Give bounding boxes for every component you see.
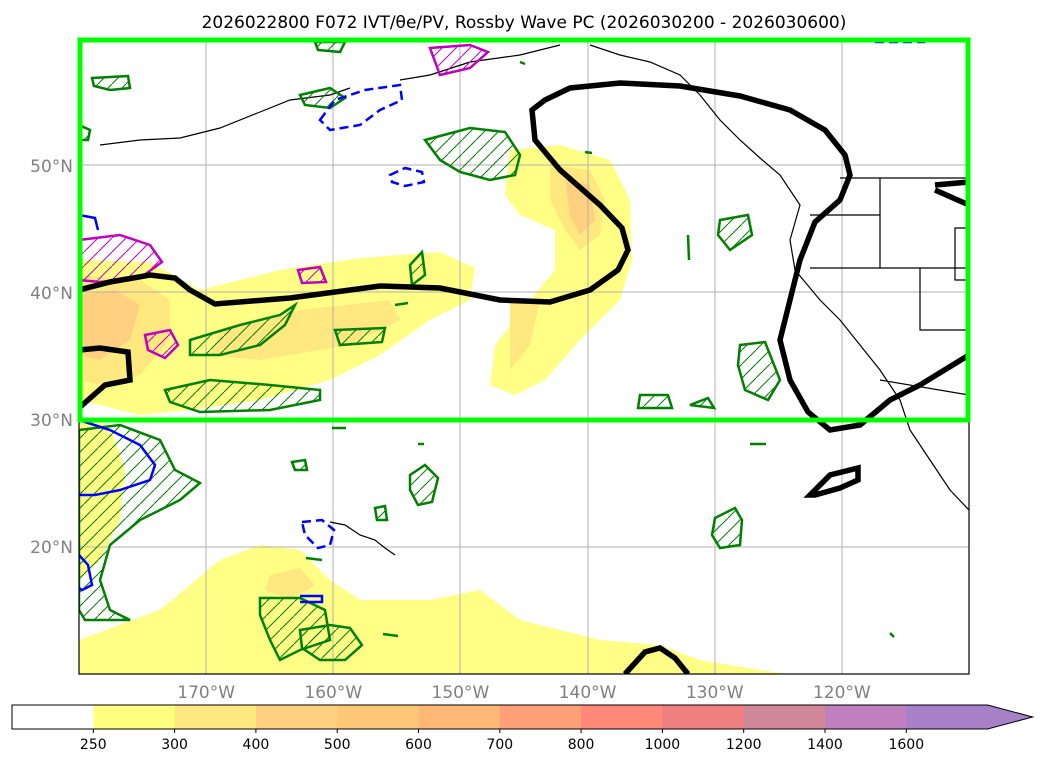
lon-label: 160°W: [304, 683, 362, 703]
colorbar-level-label: 300: [161, 737, 188, 753]
theta-e-contours: [79, 40, 782, 662]
colorbar-level-label: 400: [243, 737, 270, 753]
colorbar-outline: [11, 704, 1035, 730]
lat-label: 30°N: [30, 411, 73, 431]
lon-label: 140°W: [559, 683, 617, 703]
colorbar-swatch: [743, 705, 826, 729]
lon-label: 150°W: [432, 683, 490, 703]
theta-e-lines: [305, 60, 895, 638]
lon-label: 170°W: [177, 683, 235, 703]
colorbar-level-label: 1600: [888, 737, 924, 753]
colorbar-swatch: [662, 705, 745, 729]
colorbar-level-label: 500: [324, 737, 351, 753]
colorbar-level-label: 1000: [645, 737, 681, 753]
pv-negative-solid: [79, 213, 324, 604]
colorbar-level-label: 800: [568, 737, 595, 753]
lon-label: 130°W: [686, 683, 744, 703]
highlight-box: [77, 37, 971, 423]
colorbar-swatch: [174, 705, 257, 729]
colorbar-swatch: [418, 705, 501, 729]
lat-label: 50°N: [30, 157, 73, 177]
lon-label: 120°W: [813, 683, 871, 703]
colorbar-swatch: [12, 705, 94, 729]
colorbar-swatch: [825, 705, 907, 729]
lat-label: 20°N: [30, 538, 73, 558]
colorbar-swatch: [337, 705, 419, 729]
figure-title: 2026022800 F072 IVT/θe/PV, Rossby Wave P…: [202, 13, 847, 33]
colorbar-level-label: 1200: [726, 737, 762, 753]
colorbar-swatch: [93, 705, 176, 729]
colorbar: 250 300 400 500 600 700 800 1000 1200 1400 1600: [11, 704, 1035, 753]
colorbar-swatch: [255, 705, 338, 729]
longitude-labels: 170°W 160°W 150°W 140°W 130°W 120°W: [177, 683, 871, 703]
latitude-labels: 50°N 40°N 30°N 20°N: [30, 157, 73, 558]
colorbar-swatch: [499, 705, 582, 729]
map-layers: [79, 39, 969, 674]
colorbar-level-label: 600: [405, 737, 432, 753]
colorbar-extend-arrow: [906, 705, 1033, 729]
rossby-wave-contours: [79, 80, 969, 674]
colorbar-level-label: 250: [80, 737, 107, 753]
pv-positive-contours: [79, 43, 491, 360]
colorbar-level-label: 1400: [807, 737, 843, 753]
colorbar-level-label: 700: [486, 737, 513, 753]
lat-label: 40°N: [30, 284, 73, 304]
colorbar-swatch: [581, 705, 663, 729]
